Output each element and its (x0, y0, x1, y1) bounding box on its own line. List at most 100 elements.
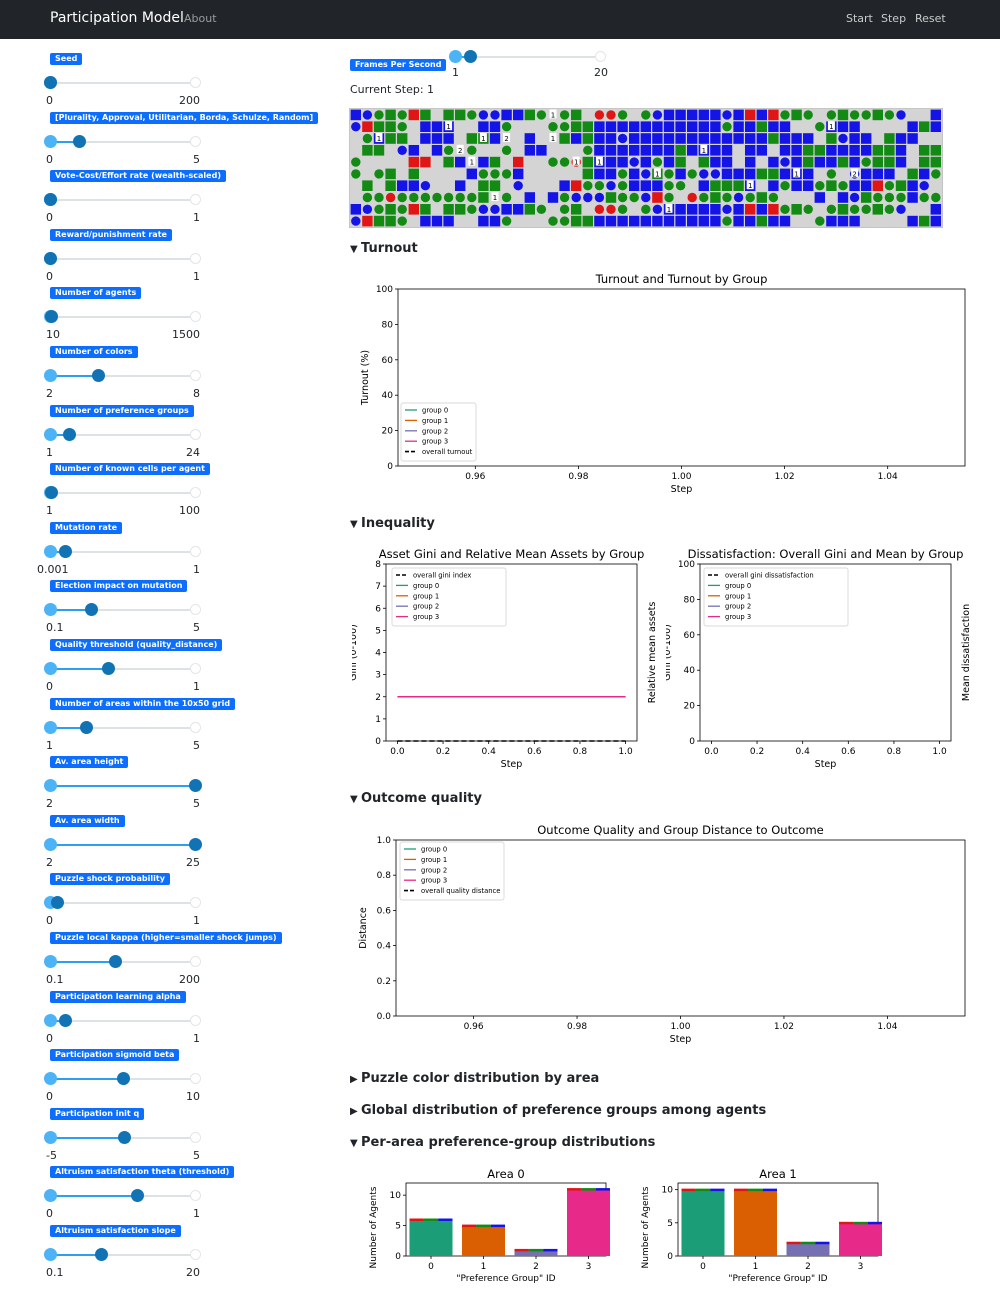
legend-box (400, 402, 477, 462)
slider-fill (50, 785, 195, 788)
slider-14[interactable] (44, 896, 201, 910)
agent-circle (559, 122, 570, 132)
slider-5[interactable] (44, 369, 201, 382)
step-button[interactable]: Step (881, 12, 907, 25)
slider-handle[interactable] (80, 720, 93, 734)
reset-button[interactable]: Reset (915, 12, 946, 25)
grid-cell (513, 156, 524, 168)
slider-7[interactable] (44, 486, 201, 500)
agent-circle (919, 204, 929, 214)
slider-19[interactable] (44, 1189, 201, 1203)
slider-2[interactable] (44, 193, 201, 207)
y-tick-label: 0.6 (377, 906, 392, 916)
section-outcome-quality[interactable]: ▼ Outcome quality (350, 791, 482, 806)
grid-cell (559, 133, 570, 144)
bar-cap-green (476, 1224, 491, 1228)
slider-handle[interactable] (189, 837, 202, 851)
grid-cell (919, 215, 930, 227)
section-inequality[interactable]: ▼ Inequality (350, 516, 435, 531)
grid-cell (547, 204, 559, 215)
section-global-distribution[interactable]: ▶ Global distribution of preference group… (350, 1103, 766, 1118)
slider-handle[interactable] (92, 369, 105, 382)
agent-circle (467, 145, 477, 155)
grid-cell (420, 215, 431, 227)
slider-handle[interactable] (44, 251, 57, 265)
slider-handle[interactable] (117, 1072, 130, 1086)
fps-slider[interactable] (449, 50, 606, 63)
fps-slider-handle[interactable] (464, 50, 477, 63)
agent-circle (397, 169, 407, 179)
grid-cell (431, 109, 443, 121)
slider-handle[interactable] (63, 427, 76, 441)
slider-handle[interactable] (44, 76, 57, 89)
slider-0[interactable] (44, 76, 201, 89)
agent-circle (513, 192, 523, 203)
grid-cell (547, 168, 559, 180)
slider-handle[interactable] (118, 1130, 131, 1144)
slider-label-19: Altruism satisfaction theta (threshold) (50, 1166, 235, 1179)
grid-cell (420, 156, 431, 168)
agent-circle (525, 181, 535, 191)
slider-15[interactable] (44, 955, 201, 968)
slider-handle[interactable] (59, 544, 72, 558)
slider-8[interactable] (44, 544, 201, 558)
bar-cap-blue (867, 1221, 882, 1225)
slider-handle[interactable] (189, 779, 202, 793)
slider-handle[interactable] (85, 603, 98, 617)
slider-label-10: Quality threshold (quality_distance) (50, 639, 223, 651)
section-outcome-quality-title: Outcome quality (361, 791, 482, 806)
section-puzzle-color[interactable]: ▶ Puzzle color distribution by area (350, 1071, 599, 1086)
slider-9[interactable] (44, 603, 201, 617)
slider-3[interactable] (44, 251, 201, 265)
grid-cell (652, 145, 663, 156)
slider-handle[interactable] (73, 134, 86, 148)
slider-handle[interactable] (45, 486, 58, 500)
slider-10[interactable] (44, 662, 201, 675)
grid-cell (837, 192, 849, 203)
slider-handle[interactable] (95, 1248, 108, 1261)
slider-11[interactable] (44, 720, 201, 734)
slider-handle[interactable] (109, 955, 122, 968)
agent-circle (919, 192, 929, 203)
grid-cell (872, 156, 883, 168)
brand-link[interactable]: Participation Model (50, 10, 184, 26)
section-turnout[interactable]: ▼ Turnout (350, 241, 418, 256)
start-button[interactable]: Start (846, 12, 873, 25)
slider-max: 5 (193, 1148, 200, 1162)
y-tick-label: 6 (375, 604, 381, 614)
agent-circle (501, 216, 512, 226)
slider-handle-shadow (44, 427, 57, 441)
slider-13[interactable] (44, 837, 202, 851)
slider-18[interactable] (44, 1130, 201, 1144)
agent-circle (884, 204, 895, 214)
slider-max: 1500 (172, 328, 200, 342)
slider-6[interactable] (44, 427, 201, 441)
slider-handle[interactable] (102, 662, 115, 675)
slider-handle-shadow (44, 1189, 57, 1203)
slider-handle[interactable] (51, 896, 64, 910)
slider-4[interactable] (44, 310, 201, 324)
slider-handle[interactable] (45, 310, 58, 324)
slider-handle[interactable] (131, 1189, 144, 1203)
about-link[interactable]: About (184, 12, 217, 25)
x-tick-label: 1.04 (877, 1022, 897, 1032)
slider-16[interactable] (44, 1013, 201, 1027)
slider-handle[interactable] (44, 193, 57, 207)
grid-cell (768, 145, 779, 156)
grid-cell (756, 192, 767, 203)
bar-cap-green (423, 1218, 439, 1221)
grid-cell (826, 215, 837, 227)
agent-circle (397, 145, 407, 155)
slider-1[interactable] (44, 134, 201, 148)
slider-20[interactable] (44, 1248, 201, 1261)
slider-handle[interactable] (59, 1013, 72, 1027)
area-1-bar-chart: Area 1 0 1 2 3 0 5 10 "Preference Group" ID Numbe… (641, 1167, 882, 1284)
slider-12[interactable] (44, 779, 202, 793)
bar-cap-blue (710, 1188, 725, 1192)
grid-cell (791, 121, 802, 132)
slider-end (190, 545, 201, 557)
agent-circle (362, 204, 373, 214)
slider-17[interactable] (44, 1072, 201, 1086)
section-per-area[interactable]: ▼ Per-area preference-group distributions (350, 1135, 655, 1150)
agent-circle (501, 181, 512, 191)
